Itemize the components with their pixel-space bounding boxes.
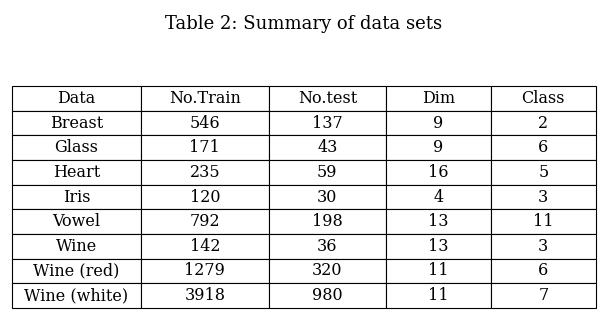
Title: Table 2: Summary of data sets: Table 2: Summary of data sets (165, 15, 443, 33)
